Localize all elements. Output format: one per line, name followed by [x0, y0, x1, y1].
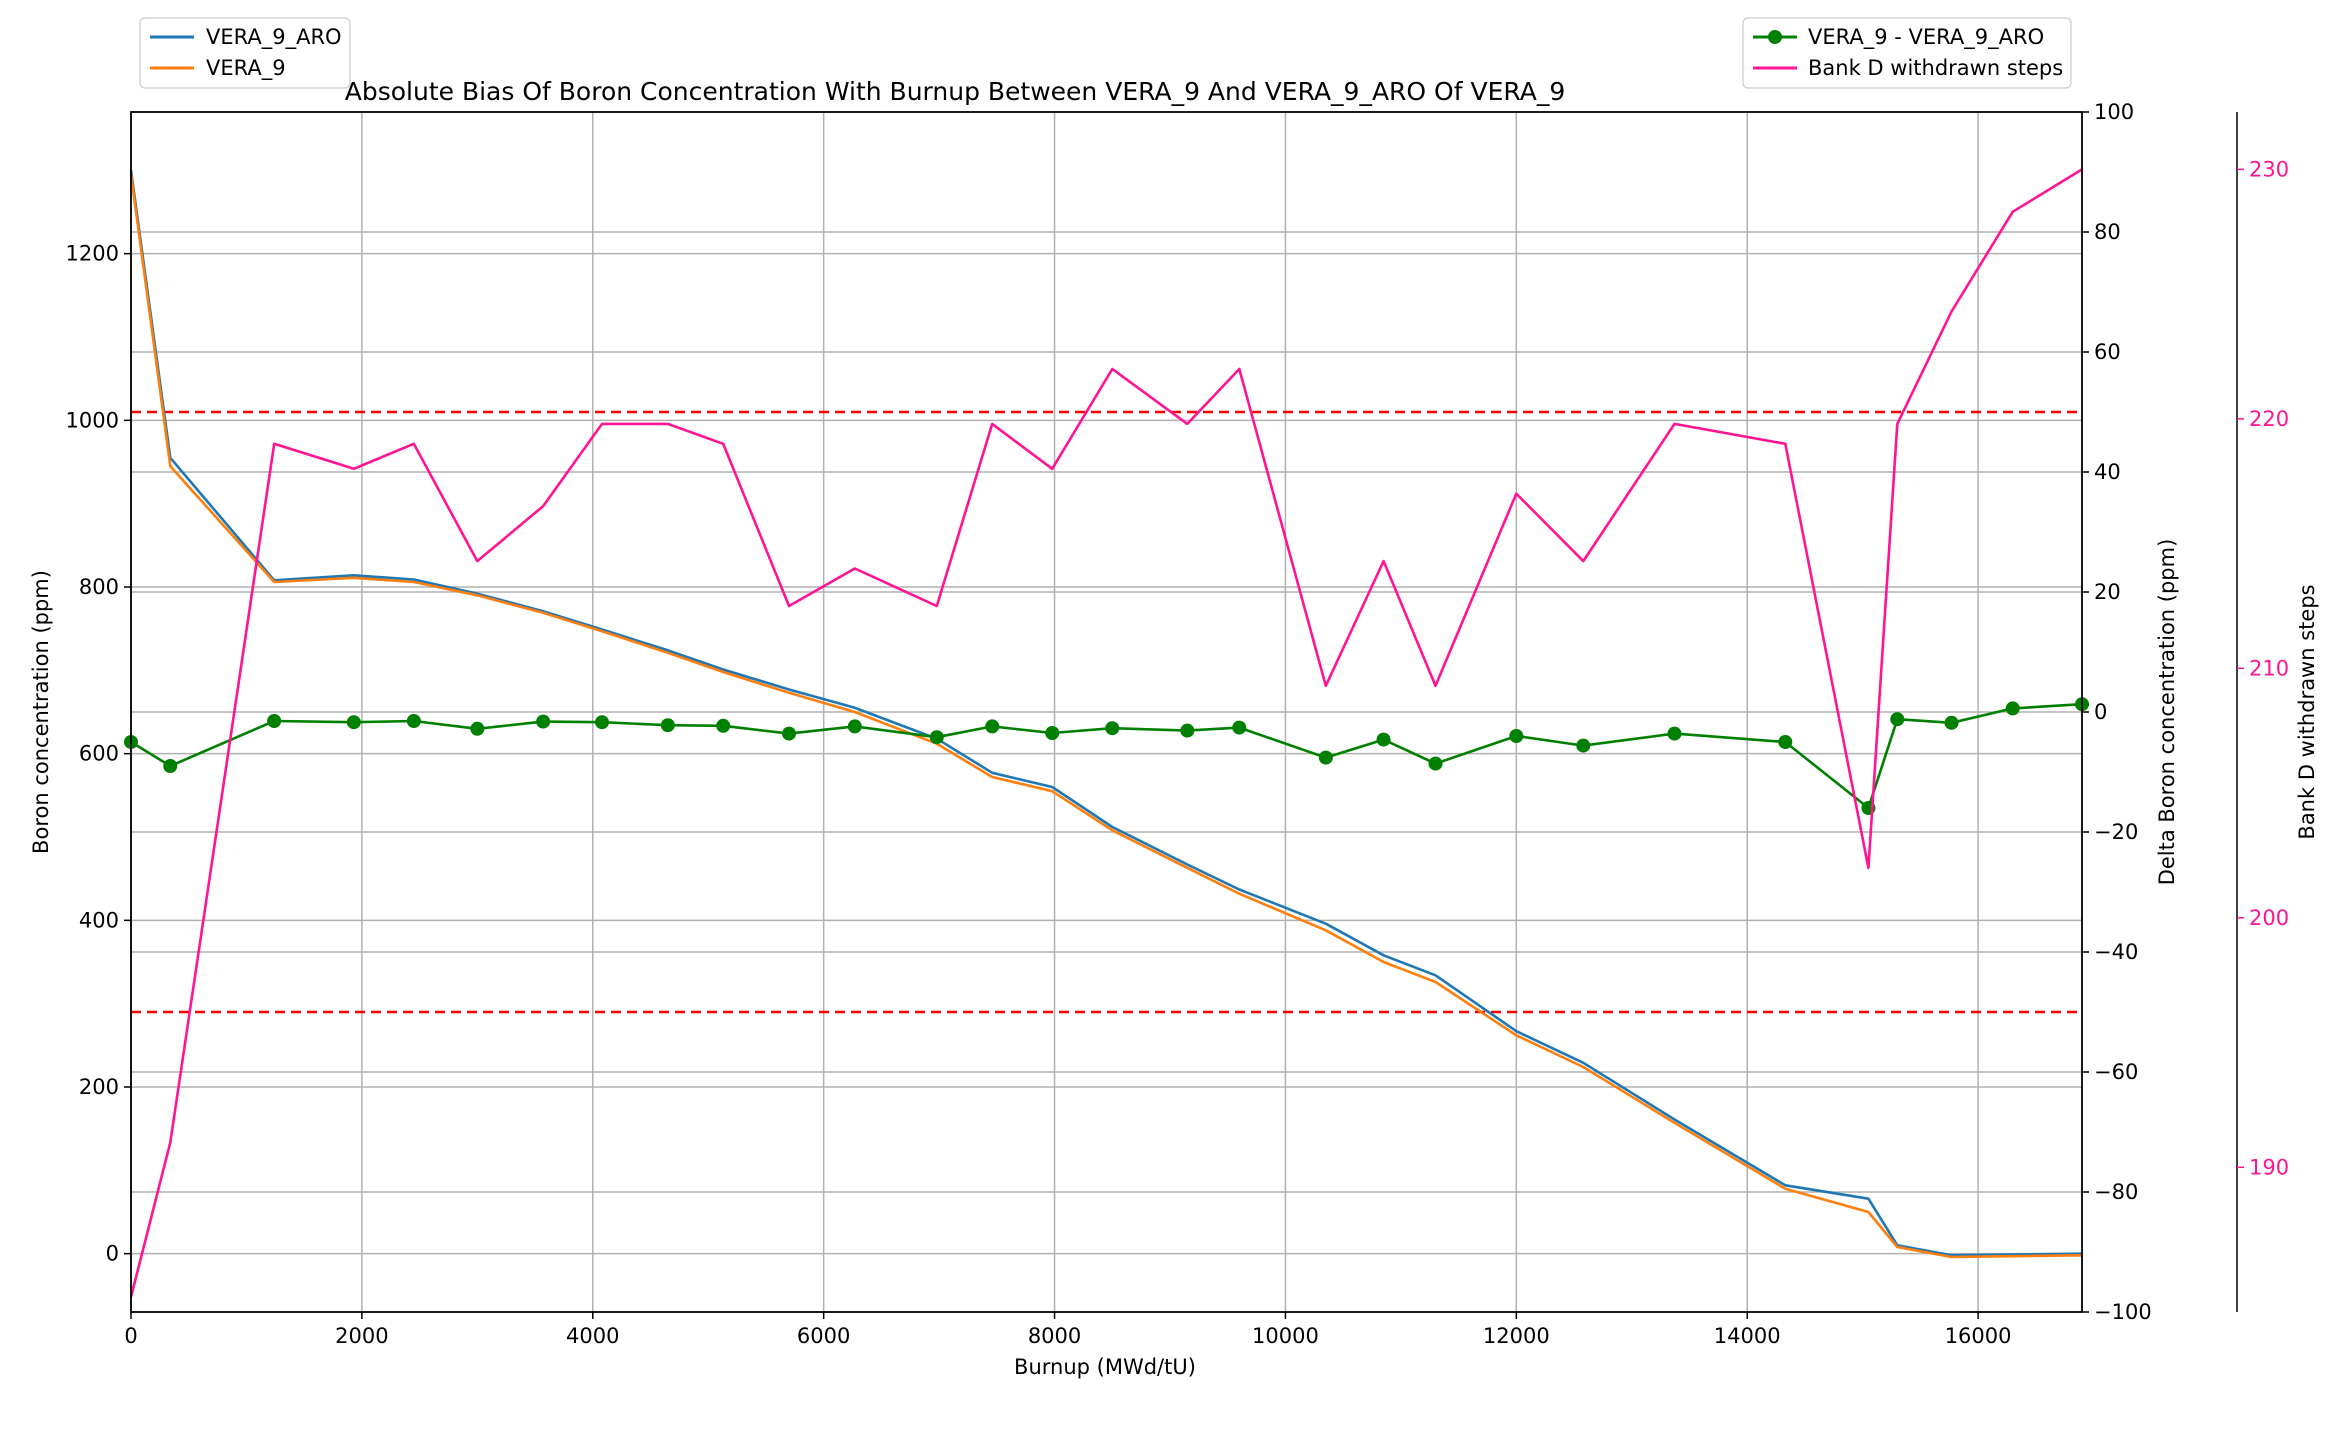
legend-label-vera9-aro: VERA_9_ARO [206, 25, 342, 50]
right2-tick-label: 210 [2249, 656, 2289, 680]
data-point-delta [929, 730, 944, 745]
data-point-delta [1045, 726, 1060, 740]
legend-left: VERA_9_ARO VERA_9 [139, 17, 351, 89]
x-tick-label: 8000 [1028, 1324, 1081, 1348]
data-point-delta [2005, 701, 2020, 716]
series-line-1 [129, 170, 2083, 1257]
right2-tick-label: 230 [2249, 157, 2289, 181]
right-tick-label: −40 [2094, 940, 2138, 964]
data-point-delta [1180, 723, 1195, 738]
data-point-delta [847, 719, 862, 734]
x-tick-label: 16000 [1945, 1324, 2012, 1348]
data-point-delta [1318, 750, 1333, 765]
data-point-delta [1428, 756, 1443, 771]
x-tick-label: 12000 [1483, 1324, 1550, 1348]
left-tick-label: 1000 [66, 408, 119, 432]
data-point-delta [1105, 721, 1120, 736]
left-tick-label: 0 [106, 1242, 119, 1266]
data-point-delta [267, 714, 282, 728]
x-tick-label: 0 [124, 1324, 137, 1348]
plot-frame [130, 111, 2083, 1313]
x-tick-label: 10000 [1252, 1324, 1319, 1348]
data-point-delta [1778, 735, 1793, 749]
data-point-delta [163, 759, 178, 773]
right2-tick-label: 220 [2249, 407, 2289, 431]
data-point-delta [470, 721, 485, 736]
right-tick-label: 100 [2094, 100, 2134, 124]
x-tick-label: 2000 [335, 1324, 388, 1348]
data-point-delta [346, 715, 361, 730]
right-tick-label: −100 [2094, 1300, 2152, 1324]
axes-layer [124, 111, 2244, 1319]
x-tick-label: 4000 [566, 1324, 619, 1348]
right-tick-label: −20 [2094, 820, 2138, 844]
right2-tick-label: 190 [2249, 1155, 2289, 1179]
grid-layer [130, 112, 2082, 1312]
data-point-delta [595, 715, 610, 730]
right-tick-label: −80 [2094, 1180, 2138, 1204]
right-tick-label: −60 [2094, 1060, 2138, 1084]
legend-label-bank-d: Bank D withdrawn steps [1808, 56, 2063, 80]
series-line-3 [130, 702, 2083, 810]
data-point-delta [1376, 732, 1391, 747]
legend-right: VERA_9 - VERA_9_ARO Bank D withdrawn ste… [1742, 17, 2072, 89]
left-tick-label: 400 [79, 908, 119, 932]
right2-axis-label: Bank D withdrawn steps [2295, 584, 2319, 839]
right-tick-label: 40 [2094, 460, 2121, 484]
legend-label-delta: VERA_9 - VERA_9_ARO [1808, 25, 2044, 50]
x-tick-label: 6000 [797, 1324, 850, 1348]
data-point-delta [1576, 738, 1591, 753]
data-point-delta [716, 718, 731, 733]
tick-labels: 0 2000 4000 6000 8000 10000 12000 14000 16000020… [66, 100, 2290, 1348]
left-tick-label: 200 [79, 1075, 119, 1099]
left-tick-label: 600 [79, 742, 119, 766]
right-tick-label: 0 [2094, 700, 2107, 724]
left-axis-label: Boron concentration (ppm) [29, 570, 53, 854]
data-point-delta [1944, 715, 1959, 730]
series-layer [124, 168, 2089, 1298]
legend-right-frame [1742, 17, 2072, 89]
threshold-lines [131, 410, 2082, 1014]
series-line-2 [129, 174, 2083, 1259]
data-point-delta [660, 718, 675, 733]
right-tick-label: 20 [2094, 580, 2121, 604]
data-point-delta [1509, 729, 1524, 743]
data-point-delta [985, 719, 1000, 734]
right-tick-label: 80 [2094, 220, 2121, 244]
data-point-delta [406, 714, 421, 728]
right2-tick-label: 200 [2249, 906, 2289, 930]
data-point-delta [782, 726, 797, 741]
right-tick-label: 60 [2094, 340, 2121, 364]
data-point-delta [1232, 720, 1247, 735]
data-point-delta [1890, 712, 1905, 727]
data-point-delta [536, 714, 551, 729]
left-tick-label: 1200 [66, 242, 119, 266]
x-tick-label: 14000 [1714, 1324, 1781, 1348]
legend-label-vera9: VERA_9 [206, 56, 286, 81]
series-line-4 [129, 168, 2083, 1298]
right-axis-label: Delta Boron concentration (ppm) [2155, 539, 2179, 886]
chart-title: Absolute Bias Of Boron Concentration Wit… [345, 77, 1566, 106]
left-tick-label: 800 [79, 575, 119, 599]
x-axis-label: Burnup (MWd/tU) [1014, 1355, 1196, 1379]
data-point-delta [1667, 726, 1682, 741]
legend-marker-delta [1768, 30, 1782, 44]
